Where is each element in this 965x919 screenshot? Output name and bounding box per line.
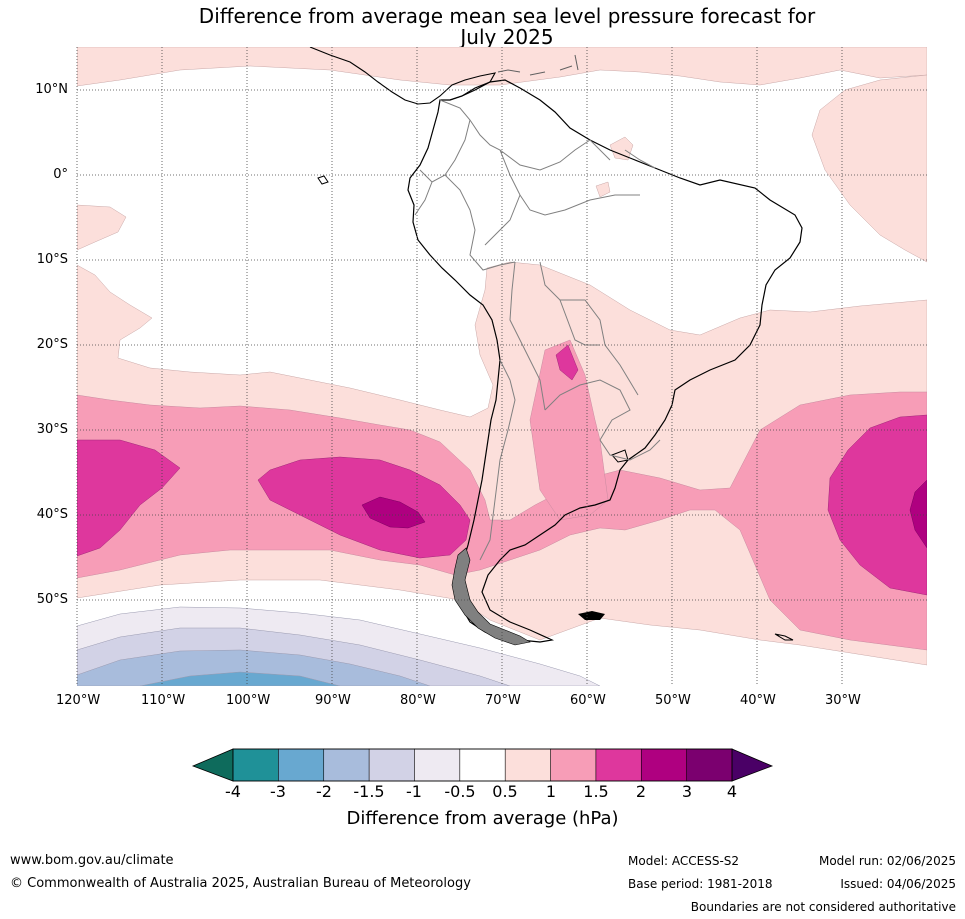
colorbar-cell [595,748,642,782]
colorbar-upper-extend [731,748,774,782]
colorbar-tick: -3 [270,782,286,801]
country-boundaries [414,99,661,561]
south-georgia [774,633,794,641]
lat-label-10s: 10°S [36,252,68,267]
colorbar-tick: 4 [726,782,738,801]
contour-negative [77,606,601,686]
south-america-coast [407,79,803,643]
caribbean-islands [497,54,579,76]
colorbar-cell [368,748,416,782]
colorbar-cell [278,748,325,782]
colorbar [191,748,774,782]
contour-2-3 [361,479,927,549]
lon-label-60w: 60°W [570,693,606,708]
colorbar-tick: 1.5 [583,782,609,801]
falkland-islands [578,611,605,620]
anomaly-contours [77,47,927,686]
colorbar-cell [550,748,597,782]
map-title-line-1: Difference from average mean sea level p… [198,4,816,28]
lon-label-90w: 90°W [315,693,351,708]
galapagos [317,175,329,185]
colorbar-label: Difference from average (hPa) [346,808,619,829]
colorbar-tick: -4 [225,782,241,801]
colorbar-cell [504,748,552,782]
lon-label-30w: 30°W [825,693,861,708]
lat-label-30s: 30°S [36,422,68,437]
colorbar-cell [686,748,733,782]
lon-label-110w: 110°W [141,693,186,708]
base-period: Base period: 1981-2018 [628,877,773,891]
copyright-notice: © Commonwealth of Australia 2025, Austra… [10,876,471,891]
model-run-date: Model run: 02/06/2025 [818,854,956,868]
southern-islands [451,547,531,646]
colorbar-cell [459,748,506,782]
boundaries-disclaimer: Boundaries are not considered authoritat… [690,900,956,914]
colorbar-cell [640,748,688,782]
website-link[interactable]: www.bom.gov.au/climate [10,853,174,868]
map-title-line-2: July 2025 [460,25,554,49]
lon-label-120w: 120°W [56,693,101,708]
colorbar-tick: -0.5 [444,782,476,801]
colorbar-cell [414,748,461,782]
lat-label-50s: 50°S [36,592,68,607]
lon-label-80w: 80°W [400,693,436,708]
colorbar-tick: 0.5 [492,782,518,801]
colorbar-tick: 1 [545,782,557,801]
coastlines [309,47,803,646]
colorbar-tick: -1.5 [353,782,385,801]
lon-label-100w: 100°W [226,693,271,708]
model-name: Model: ACCESS-S2 [628,854,740,868]
colorbar-tick: -2 [316,782,332,801]
colorbar-tick: 3 [681,782,693,801]
lon-label-40w: 40°W [740,693,776,708]
lat-label-0: 0° [53,167,68,182]
colorbar-cell [323,748,370,782]
colorbar-lower-extend [191,748,234,782]
lat-label-10n: 10°N [35,82,68,97]
issued-date: Issued: 04/06/2025 [840,877,956,891]
lon-label-70w: 70°W [485,693,521,708]
colorbar-cell [232,748,279,782]
colorbar-frame [232,748,733,782]
colorbar-cells [232,748,733,782]
lat-label-40s: 40°S [36,507,68,522]
lon-label-50w: 50°W [655,693,691,708]
colorbar-tick: -1 [406,782,422,801]
colorbar-tick: 2 [635,782,647,801]
lat-label-20s: 20°S [36,337,68,352]
graticule [76,47,927,686]
contour-0.5-1 [77,47,927,666]
